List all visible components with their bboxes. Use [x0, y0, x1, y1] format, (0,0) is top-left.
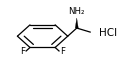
Text: NH₂: NH₂: [68, 7, 84, 16]
Text: HCl: HCl: [99, 28, 117, 39]
Text: F: F: [60, 47, 65, 56]
Polygon shape: [75, 18, 78, 28]
Text: F: F: [20, 47, 25, 56]
